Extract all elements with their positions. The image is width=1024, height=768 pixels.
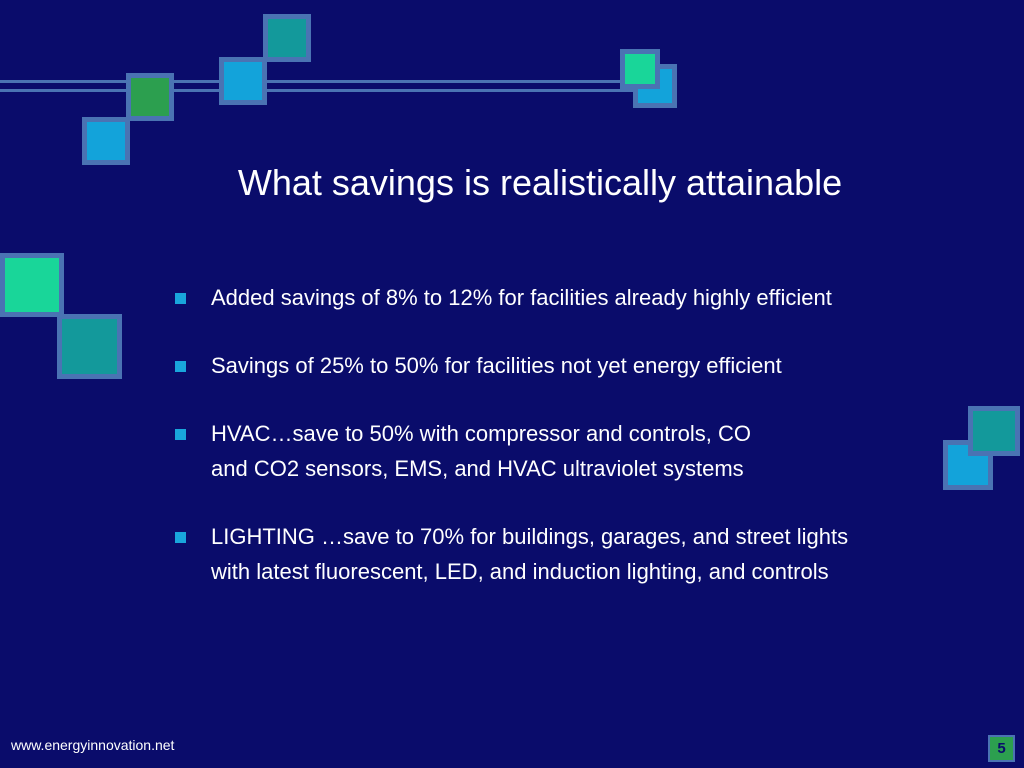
bullet-square-icon xyxy=(175,361,186,372)
decorative-square xyxy=(219,57,267,105)
slide-number: 5 xyxy=(988,735,1015,762)
decorative-line-bottom xyxy=(0,89,650,92)
bullet-text-line: and CO2 sensors, EMS, and HVAC ultraviol… xyxy=(211,456,744,481)
bullet-text-line: Added savings of 8% to 12% for facilitie… xyxy=(211,285,832,310)
decorative-square xyxy=(126,73,174,121)
decorative-line-top xyxy=(0,80,650,83)
bullet-square-icon xyxy=(175,293,186,304)
footer-url: www.energyinnovation.net xyxy=(11,737,175,753)
bullet-text-line: Savings of 25% to 50% for facilities not… xyxy=(211,353,782,378)
bullet-text-line: HVAC…save to 50% with compressor and con… xyxy=(211,421,752,446)
bullet-text-line: with latest fluorescent, LED, and induct… xyxy=(211,559,829,584)
decorative-square xyxy=(57,314,122,379)
decorative-square xyxy=(263,14,311,62)
bullet-square-icon xyxy=(175,429,186,440)
slide-title: What savings is realistically attainable xyxy=(237,162,843,203)
decorative-square xyxy=(0,253,64,317)
bullet-square-icon xyxy=(175,532,186,543)
decorative-square xyxy=(620,49,660,89)
decorative-square xyxy=(968,406,1020,456)
bullet-text-line: LIGHTING …save to 70% for buildings, gar… xyxy=(211,524,849,549)
decorative-square xyxy=(82,117,130,165)
